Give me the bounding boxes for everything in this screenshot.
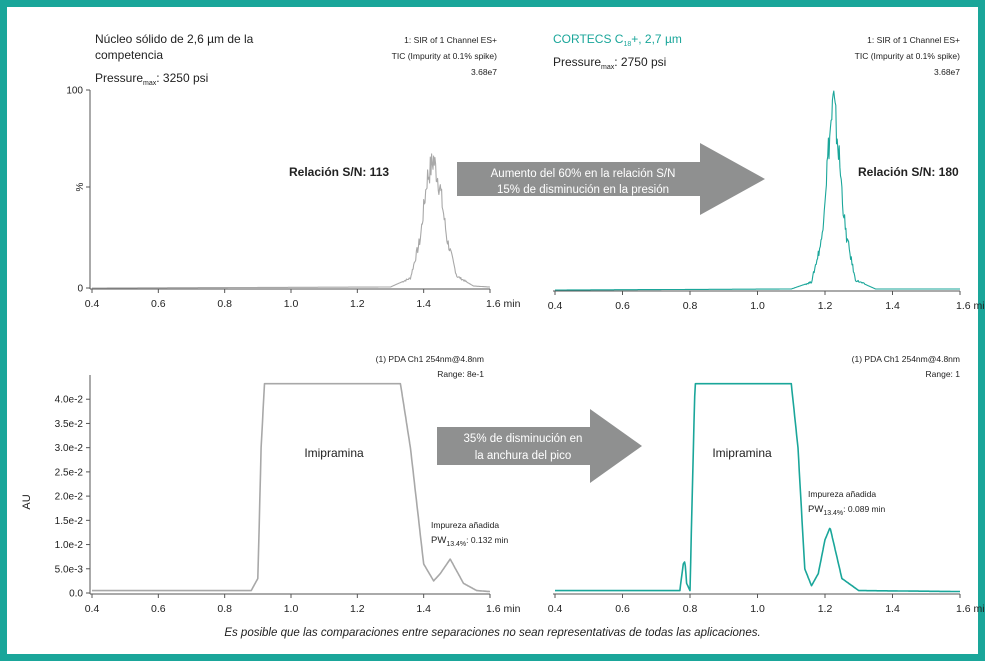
left_bottom-y-tick-label: 1.5e-2	[55, 516, 84, 527]
rt-info-line1: 1: SIR of 1 Channel ES+	[867, 35, 960, 45]
rb-impurity-line1: Impureza añadida	[808, 489, 876, 499]
lt-info-line1: 1: SIR of 1 Channel ES+	[404, 35, 497, 45]
left_bottom-trace	[91, 382, 491, 593]
left_bottom-x-tick-label: 0.8	[217, 603, 232, 615]
rt-pressure-sub: max	[601, 64, 615, 71]
lt-info-line3: 3.68e7	[471, 67, 497, 77]
top-arrow-line1: Aumento del 60% en la relación S/N	[491, 168, 676, 180]
left_top-y-tick-label: %	[75, 182, 86, 191]
left_bottom-x-tick-label: 0.4	[85, 603, 100, 615]
rb-impurity-pw-sub: 13.4%	[823, 510, 843, 517]
left_top-trace	[92, 153, 490, 289]
rb-info-line2: Range: 1	[926, 369, 961, 379]
left_bottom-y-tick-label: 3.5e-2	[55, 419, 84, 430]
left_top-x-tick-label: 0.4	[85, 298, 100, 310]
right_top-x-tick-label: 0.4	[548, 300, 563, 312]
rb-info-line1: (1) PDA Ch1 254nm@4.8nm	[852, 354, 960, 364]
rt-pressure: Pressuremax: 2750 psi	[553, 55, 666, 71]
rt-pressure-value: : 2750 psi	[614, 55, 666, 69]
top-arrow-line2: 15% de disminución en la presión	[497, 184, 669, 196]
lb-impurity-pw-sub: 13.4%	[446, 541, 466, 548]
left_top-y-tick-label: 100	[66, 86, 83, 97]
right_bottom-x-tick-label: 0.4	[548, 603, 563, 615]
left_bottom-x-tick-label: 1.0	[284, 603, 299, 615]
right_bottom-x-tick-label: 1.0	[750, 603, 765, 615]
right_top-trace	[555, 90, 960, 291]
lt-info-line2: TIC (Impurity at 0.1% spike)	[392, 51, 498, 61]
right_bottom-x-tick-label: 1.6 mi	[956, 603, 985, 615]
lb-peak-label: Imipramina	[304, 446, 364, 460]
footer-note: Es posible que las comparaciones entre s…	[224, 627, 761, 639]
right_top-x-tick-label: 1.4	[885, 300, 900, 312]
left_bottom-y-tick-label: 2.0e-2	[55, 492, 84, 503]
lt-pressure: Pressuremax: 3250 psi	[95, 71, 208, 87]
lt-annotation: Relación S/N: 113	[289, 165, 389, 179]
right_bottom-x-tick-label: 0.8	[683, 603, 698, 615]
right_top-x-tick-label: 0.6	[615, 300, 630, 312]
left_top-x-tick-label: 0.6	[151, 298, 166, 310]
right_top-x-tick-label: 0.8	[683, 300, 698, 312]
left_bottom-y-tick-label: 5.0e-3	[55, 564, 84, 575]
rb-impurity-pw: PW	[808, 504, 823, 515]
lt-title-line1: Núcleo sólido de 2,6 µm de la	[95, 32, 254, 46]
rt-title-main: CORTECS C	[553, 32, 624, 46]
left_top-x-tick-label: 1.0	[284, 298, 299, 310]
lt-pressure-sub: max	[143, 80, 157, 87]
lb-impurity-pw: PW	[431, 535, 446, 546]
rb-impurity-line2: PW13.4%: 0.089 min	[808, 504, 885, 517]
right_bottom-trace	[554, 382, 961, 593]
rt-pressure-label: Pressure	[553, 55, 601, 69]
left_bottom-x-tick-label: 1.6 min	[486, 603, 521, 615]
lb-impurity-value: : 0.132 min	[466, 535, 508, 545]
rt-annotation: Relación S/N: 180	[858, 165, 959, 179]
lb-info-line1: (1) PDA Ch1 254nm@4.8nm	[376, 354, 484, 364]
left_bottom-y-tick-label: 2.5e-2	[55, 467, 84, 478]
left_bottom-y-axis-label: AU	[21, 494, 33, 509]
left_bottom-y-tick-label: 4.0e-2	[55, 395, 84, 406]
rt-title-sub: 18	[623, 41, 631, 48]
rt-title: CORTECS C18+, 2,7 µm	[553, 32, 682, 48]
rb-impurity-value: : 0.089 min	[843, 504, 885, 514]
left_bottom-x-tick-label: 0.6	[151, 603, 166, 615]
left_bottom-y-tick-label: 1.0e-2	[55, 540, 84, 551]
right_bottom-x-tick-label: 0.6	[615, 603, 630, 615]
rt-info-line3: 3.68e7	[934, 67, 960, 77]
rt-info-line2: TIC (Impurity at 0.1% spike)	[855, 51, 961, 61]
bottom-comparison-arrow	[437, 409, 642, 483]
bottom-arrow-line1: 35% de disminución en	[464, 433, 583, 445]
left_top-x-tick-label: 1.2	[350, 298, 365, 310]
right_top-x-tick-label: 1.0	[750, 300, 765, 312]
lt-pressure-value: : 3250 psi	[156, 71, 208, 85]
right_top-x-tick-label: 1.2	[818, 300, 833, 312]
left_top-x-tick-label: 1.4	[416, 298, 431, 310]
lb-impurity-line2: PW13.4%: 0.132 min	[431, 535, 508, 548]
lt-title-line2: competencia	[95, 48, 163, 62]
right_top-x-tick-label: 1.6 mi	[956, 300, 985, 312]
rb-peak-label: Imipramina	[712, 446, 772, 460]
lb-info-line2: Range: 8e-1	[437, 369, 484, 379]
left_bottom-x-tick-label: 1.4	[416, 603, 431, 615]
bottom-arrow-line2: la anchura del pico	[475, 450, 572, 462]
left_top-x-tick-label: 0.8	[217, 298, 232, 310]
right_bottom-x-tick-label: 1.2	[818, 603, 833, 615]
left_top-x-tick-label: 1.6 min	[486, 298, 521, 310]
lb-impurity-line1: Impureza añadida	[431, 520, 499, 530]
left_bottom-y-tick-label: 0.0	[69, 589, 83, 600]
left_bottom-x-tick-label: 1.2	[350, 603, 365, 615]
lt-pressure-label: Pressure	[95, 71, 143, 85]
rt-title-rest: +, 2,7 µm	[631, 32, 682, 46]
right_bottom-x-tick-label: 1.4	[885, 603, 900, 615]
left_top-y-tick-label: 0	[77, 284, 83, 295]
top-comparison-arrow	[457, 143, 765, 215]
left_bottom-y-tick-label: 3.0e-2	[55, 443, 84, 454]
